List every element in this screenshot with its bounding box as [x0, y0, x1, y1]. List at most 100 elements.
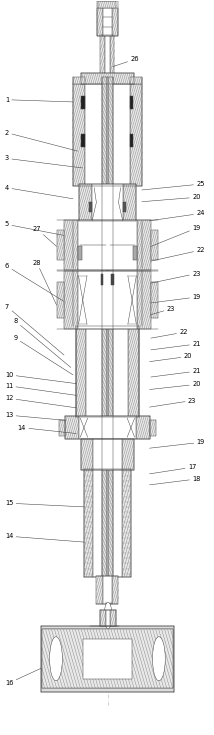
Text: 25: 25 [142, 181, 205, 190]
Bar [123, 184, 136, 220]
Bar [100, 35, 105, 76]
Bar [76, 326, 86, 417]
Bar [151, 230, 158, 259]
Text: 28: 28 [33, 259, 57, 305]
Bar [83, 639, 132, 678]
Text: 15: 15 [5, 501, 84, 507]
Bar [130, 135, 133, 148]
Circle shape [153, 637, 165, 681]
Text: 21: 21 [151, 341, 201, 350]
Bar [93, 439, 122, 470]
Bar [84, 469, 93, 576]
Bar [97, 1, 118, 36]
Bar [112, 576, 119, 603]
Bar [130, 85, 142, 185]
Text: 2: 2 [5, 130, 78, 151]
Text: 24: 24 [150, 210, 205, 220]
Text: 22: 22 [151, 329, 188, 338]
Text: 23: 23 [151, 270, 201, 283]
Text: 16: 16 [5, 668, 41, 686]
Bar [97, 8, 103, 36]
Text: 9: 9 [13, 335, 73, 375]
Text: 27: 27 [33, 226, 57, 246]
Bar [98, 1, 116, 8]
Bar [42, 629, 173, 688]
Bar [137, 220, 151, 270]
Bar [57, 282, 64, 318]
Bar [150, 420, 156, 436]
Bar [92, 184, 123, 220]
Text: 13: 13 [5, 412, 65, 420]
Bar [42, 629, 173, 688]
Bar [108, 77, 113, 591]
Bar [96, 576, 103, 603]
Bar [79, 416, 136, 440]
Bar [130, 77, 142, 85]
Bar [81, 74, 134, 85]
Text: 23: 23 [151, 306, 175, 315]
Text: 22: 22 [151, 247, 205, 261]
Text: 3: 3 [5, 155, 83, 168]
Bar [73, 77, 85, 85]
Bar [78, 271, 137, 329]
Bar [107, 77, 108, 591]
Text: 23: 23 [150, 398, 196, 407]
Text: 8: 8 [13, 318, 71, 368]
Bar [73, 85, 85, 185]
Text: 1: 1 [5, 97, 73, 103]
Text: 11: 11 [5, 383, 76, 395]
Bar [82, 96, 85, 110]
Bar [132, 246, 137, 259]
Bar [89, 201, 92, 212]
Bar [105, 35, 110, 76]
Circle shape [104, 602, 112, 628]
Bar [112, 8, 118, 36]
Bar [130, 96, 133, 110]
Bar [85, 85, 130, 185]
Bar [100, 609, 106, 625]
Bar [79, 184, 92, 220]
Bar [81, 439, 93, 470]
Bar [78, 220, 137, 270]
Bar [151, 282, 158, 318]
Text: 20: 20 [150, 381, 201, 390]
Text: 17: 17 [150, 465, 196, 474]
Bar [65, 416, 79, 440]
Bar [59, 420, 65, 436]
Text: 5: 5 [5, 221, 64, 235]
Text: 10: 10 [5, 372, 76, 384]
Text: 20: 20 [150, 354, 192, 362]
Bar [78, 246, 82, 259]
Text: 19: 19 [151, 294, 201, 303]
Text: 14: 14 [18, 425, 76, 434]
Text: 20: 20 [142, 194, 201, 201]
Bar [111, 274, 114, 284]
Text: 14: 14 [5, 533, 84, 542]
Bar [103, 8, 112, 36]
Text: 19: 19 [150, 440, 205, 448]
Bar [64, 220, 78, 270]
Text: 21: 21 [151, 368, 201, 377]
Text: 7: 7 [5, 304, 64, 355]
Bar [106, 609, 110, 625]
Text: 19: 19 [151, 225, 201, 246]
Bar [101, 274, 103, 284]
Bar [110, 609, 116, 625]
Text: 26: 26 [113, 57, 139, 67]
Bar [57, 230, 64, 259]
Bar [123, 201, 126, 212]
Bar [122, 439, 134, 470]
Bar [82, 135, 85, 148]
Text: 12: 12 [5, 395, 76, 408]
Bar [122, 469, 131, 576]
Bar [41, 625, 174, 692]
Bar [137, 271, 151, 329]
Bar [86, 326, 128, 417]
Bar [110, 35, 114, 76]
Bar [103, 576, 112, 603]
Bar [93, 469, 122, 576]
Text: 4: 4 [5, 184, 73, 198]
Bar [64, 271, 78, 329]
Bar [136, 416, 150, 440]
Circle shape [50, 637, 62, 681]
